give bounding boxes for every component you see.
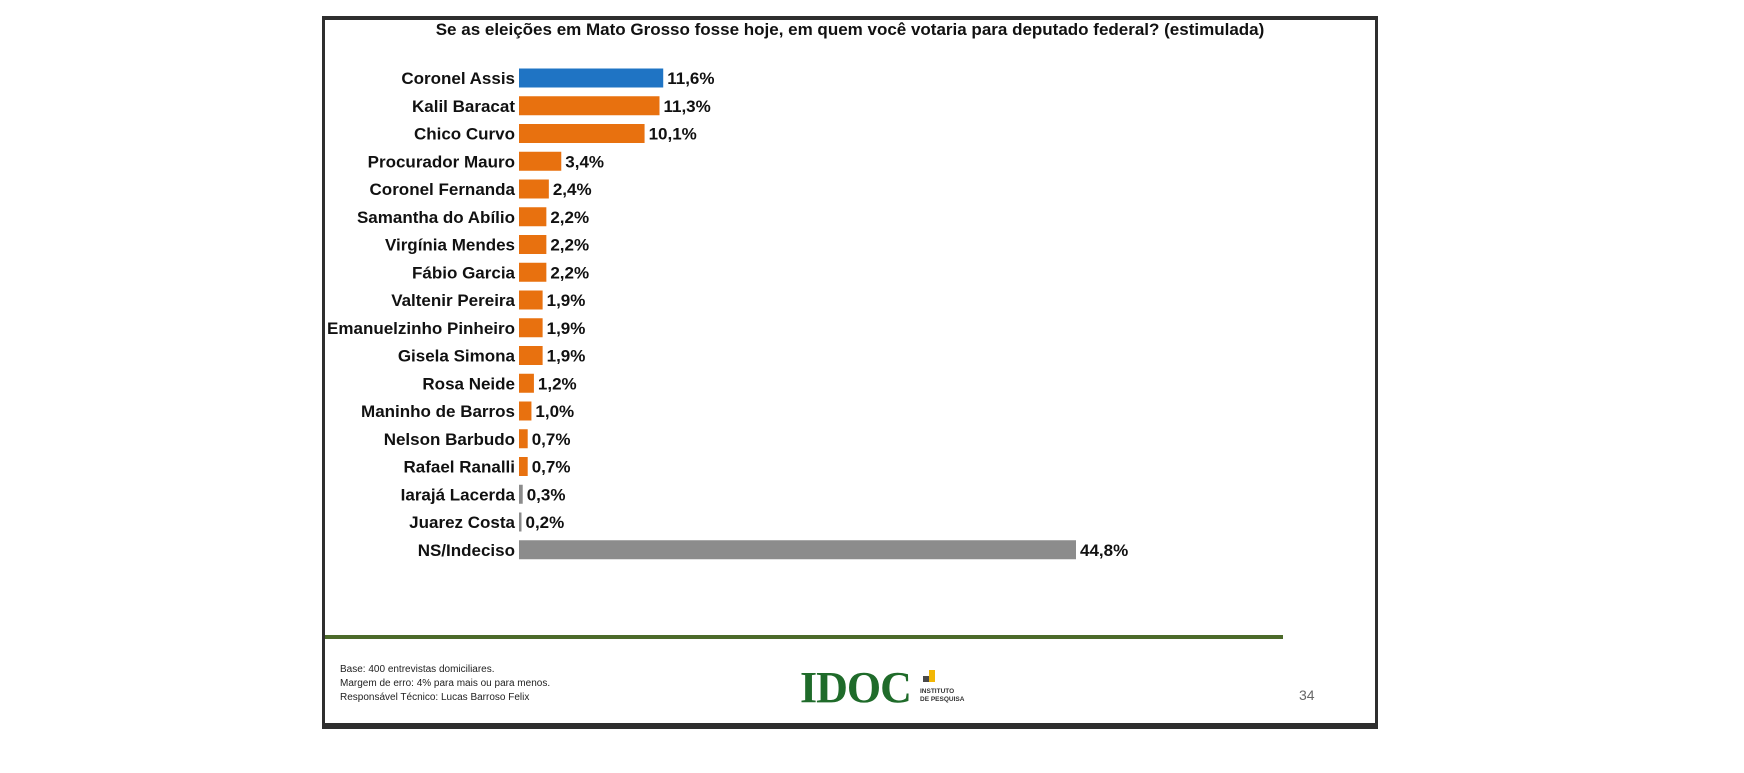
- value-label: 44,8%: [1080, 541, 1128, 560]
- footnote-responsible: Responsável Técnico: Lucas Barroso Felix: [340, 692, 530, 703]
- category-label: Iarajá Lacerda: [401, 485, 516, 504]
- value-label: 2,2%: [550, 236, 589, 255]
- category-label: Maninho de Barros: [361, 402, 515, 421]
- value-label: 1,9%: [547, 319, 586, 338]
- category-label: Coronel Assis: [401, 69, 515, 88]
- bar: [519, 401, 532, 421]
- bar: [519, 429, 528, 449]
- value-label: 10,1%: [649, 125, 697, 144]
- category-label: Rosa Neide: [422, 374, 515, 393]
- value-label: 11,6%: [667, 69, 714, 88]
- value-label: 2,4%: [553, 180, 592, 199]
- bar: [519, 290, 543, 310]
- category-label: Coronel Fernanda: [370, 180, 516, 199]
- value-label: 11,3%: [663, 97, 710, 116]
- category-label: Rafael Ranalli: [404, 458, 516, 477]
- logo-sub-line1: INSTITUTO: [920, 688, 955, 695]
- bar: [519, 512, 522, 532]
- bar: [519, 346, 543, 365]
- value-label: 0,3%: [527, 485, 566, 504]
- value-label: 2,2%: [550, 208, 589, 227]
- footer-divider: [325, 635, 1283, 639]
- category-label: Samantha do Abílio: [357, 208, 515, 227]
- bar: [519, 235, 547, 254]
- category-label: Nelson Barbudo: [384, 430, 515, 449]
- category-label: Virgínia Mendes: [385, 236, 515, 255]
- value-label: 0,7%: [532, 430, 571, 449]
- page-number: 34: [1299, 687, 1315, 703]
- value-label: 1,9%: [547, 347, 586, 366]
- value-label: 2,2%: [550, 263, 589, 282]
- bar: [519, 68, 664, 88]
- value-label: 0,7%: [532, 458, 571, 477]
- bar: [519, 373, 534, 393]
- value-label: 1,2%: [538, 374, 577, 393]
- slide: Se as eleições em Mato Grosso fosse hoje…: [322, 16, 1378, 729]
- category-label: NS/Indeciso: [418, 541, 515, 560]
- value-label: 3,4%: [565, 152, 604, 171]
- bar-chart: Coronel Assis 11,6% Kalil Baracat 11,3% Chic…: [327, 68, 1128, 560]
- logo-mark-icon: [923, 670, 937, 684]
- category-label: Procurador Mauro: [368, 152, 515, 171]
- category-label: Gisela Simona: [398, 347, 516, 366]
- bar: [519, 318, 543, 338]
- footnote-base: Base: 400 entrevistas domiciliares.: [340, 664, 495, 675]
- logo-subtitle: INSTITUTO DE PESQUISA: [920, 688, 964, 704]
- logo-text: IDOC: [800, 663, 912, 712]
- value-label: 1,9%: [547, 291, 586, 310]
- idoc-logo: IDOC INSTITUTO DE PESQUISA: [800, 666, 970, 710]
- bar: [519, 540, 1076, 560]
- category-label: Juarez Costa: [409, 513, 515, 532]
- logo-mark-square-dark: [923, 676, 929, 682]
- bar: [519, 457, 528, 476]
- bar: [519, 262, 547, 282]
- bar: [519, 124, 645, 143]
- logo-mark-square-yellow-2: [929, 676, 935, 682]
- logo-mark-square-yellow: [929, 670, 935, 676]
- bar: [519, 207, 547, 227]
- bar: [519, 179, 549, 199]
- chart-title: Se as eleições em Mato Grosso fosse hoje…: [435, 20, 1265, 39]
- value-label: 0,2%: [525, 513, 564, 532]
- category-label: Chico Curvo: [414, 125, 515, 144]
- category-label: Emanuelzinho Pinheiro: [327, 319, 515, 338]
- value-label: 1,0%: [535, 402, 574, 421]
- category-label: Valtenir Pereira: [391, 291, 515, 310]
- category-label: Kalil Baracat: [412, 97, 515, 116]
- footnote-margin: Margem de erro: 4% para mais ou para men…: [340, 678, 551, 689]
- bar: [519, 484, 523, 504]
- footnotes: Base: 400 entrevistas domiciliares. Marg…: [340, 663, 550, 705]
- logo-sub-line2: DE PESQUISA: [920, 696, 965, 703]
- category-label: Fábio Garcia: [412, 263, 516, 282]
- bar: [519, 151, 562, 171]
- bar: [519, 96, 660, 116]
